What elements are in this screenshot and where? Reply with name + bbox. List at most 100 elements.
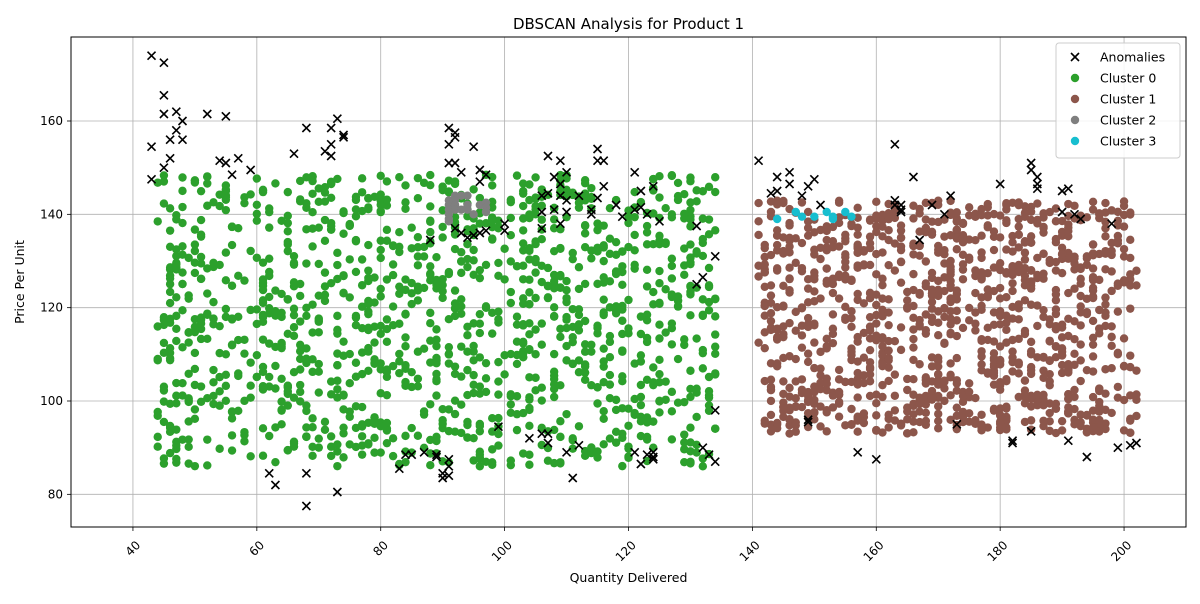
cluster-1-point <box>896 345 906 355</box>
cluster-0-point <box>525 403 534 413</box>
cluster-1-point <box>1051 399 1061 409</box>
cluster-1-point <box>964 387 974 397</box>
cluster-0-point <box>636 392 646 402</box>
cluster-0-point <box>463 240 472 249</box>
cluster-1-point <box>1057 216 1067 226</box>
anomalies-point <box>946 191 956 201</box>
anomalies-point <box>561 447 572 457</box>
cluster-0-point <box>580 175 590 185</box>
cluster-0-point <box>680 244 689 253</box>
cluster-1-point <box>872 227 881 237</box>
cluster-0-point <box>711 369 720 378</box>
anomalies-point <box>1057 207 1067 217</box>
cluster-1-point <box>785 286 794 295</box>
cluster-1-point <box>1008 314 1017 323</box>
cluster-1-point <box>940 215 949 224</box>
cluster-1-point <box>1020 255 1030 264</box>
cluster-0-point <box>413 296 423 305</box>
cluster-1-point <box>983 199 992 209</box>
cluster-1-point <box>859 353 869 362</box>
cluster-0-point <box>252 372 262 382</box>
cluster-0-point <box>426 461 435 470</box>
cluster-0-point <box>587 443 596 452</box>
anomalies-point <box>326 151 336 161</box>
cluster-0-point <box>240 198 249 208</box>
cluster-0-point <box>475 421 485 431</box>
anomalies-point <box>754 156 764 166</box>
cluster-3-point <box>822 207 831 217</box>
cluster-1-point <box>934 370 943 379</box>
cluster-0-point <box>438 222 447 232</box>
cluster-1-point <box>934 402 943 411</box>
cluster-1-point <box>896 323 906 332</box>
cluster-0-point <box>426 318 435 328</box>
cluster-0-point <box>395 282 404 291</box>
cluster-1-point <box>896 278 906 287</box>
cluster-0-point <box>308 300 317 309</box>
cluster-0-point <box>376 284 385 294</box>
cluster-0-point <box>450 311 460 321</box>
legend-label: Cluster 3 <box>1100 134 1156 149</box>
cluster-1-point <box>797 402 807 412</box>
cluster-0-point <box>450 409 460 419</box>
cluster-0-point <box>401 181 410 190</box>
cluster-0-point <box>686 384 695 394</box>
cluster-0-point <box>667 274 677 283</box>
legend-item-anomalies: Anomalies <box>1070 50 1165 65</box>
anomalies-point <box>630 167 640 177</box>
cluster-1-point <box>841 421 850 430</box>
cluster-0-point <box>549 215 559 224</box>
cluster-0-point <box>302 303 311 313</box>
cluster-1-point <box>983 293 992 302</box>
cluster-1-point <box>977 425 986 435</box>
cluster-0-point <box>593 225 602 235</box>
cluster-0-point <box>289 258 299 268</box>
y-tick-label: 120 <box>40 301 63 315</box>
cluster-1-point <box>1088 272 1098 282</box>
cluster-0-point <box>531 210 540 219</box>
cluster-0-point <box>432 252 441 262</box>
cluster-1-point <box>958 323 968 333</box>
cluster-0-point <box>624 404 633 413</box>
cluster-0-point <box>215 201 224 211</box>
cluster-1-point <box>934 424 943 433</box>
anomalies-point <box>543 188 553 198</box>
cluster-1-point <box>1101 265 1110 274</box>
cluster-0-point <box>438 280 447 290</box>
cluster-0-point <box>234 369 243 378</box>
anomalies-point <box>692 221 702 231</box>
cluster-1-point <box>1002 423 1011 432</box>
cluster-1-point <box>878 342 887 351</box>
anomalies-point <box>481 226 491 236</box>
cluster-1-point <box>884 320 893 330</box>
cluster-1-point <box>834 399 844 408</box>
legend-marker <box>1070 73 1080 83</box>
cluster-0-point <box>599 440 608 449</box>
cluster-1-point <box>958 233 968 242</box>
cluster-1-point <box>1082 410 1092 420</box>
cluster-1-point <box>884 336 893 346</box>
cluster-0-point <box>165 343 175 353</box>
cluster-1-point <box>915 290 924 299</box>
cluster-1-point <box>1008 335 1017 345</box>
cluster-1-point <box>822 342 831 351</box>
anomalies-point <box>772 186 782 196</box>
cluster-0-point <box>277 406 286 415</box>
cluster-1-point <box>903 407 912 416</box>
cluster-1-point <box>779 377 788 386</box>
cluster-1-point <box>977 305 986 315</box>
cluster-0-point <box>382 201 392 210</box>
cluster-0-point <box>488 458 497 467</box>
cluster-0-point <box>333 260 342 270</box>
cluster-0-point <box>525 299 534 309</box>
cluster-0-point <box>302 199 311 208</box>
cluster-0-point <box>531 325 540 334</box>
cluster-1-point <box>1051 296 1061 305</box>
cluster-1-point <box>816 254 825 264</box>
cluster-0-point <box>661 239 670 249</box>
cluster-1-point <box>810 338 819 347</box>
cluster-0-point <box>500 244 509 253</box>
cluster-0-point <box>221 312 231 322</box>
cluster-0-point <box>172 441 181 450</box>
cluster-0-point <box>283 329 293 339</box>
